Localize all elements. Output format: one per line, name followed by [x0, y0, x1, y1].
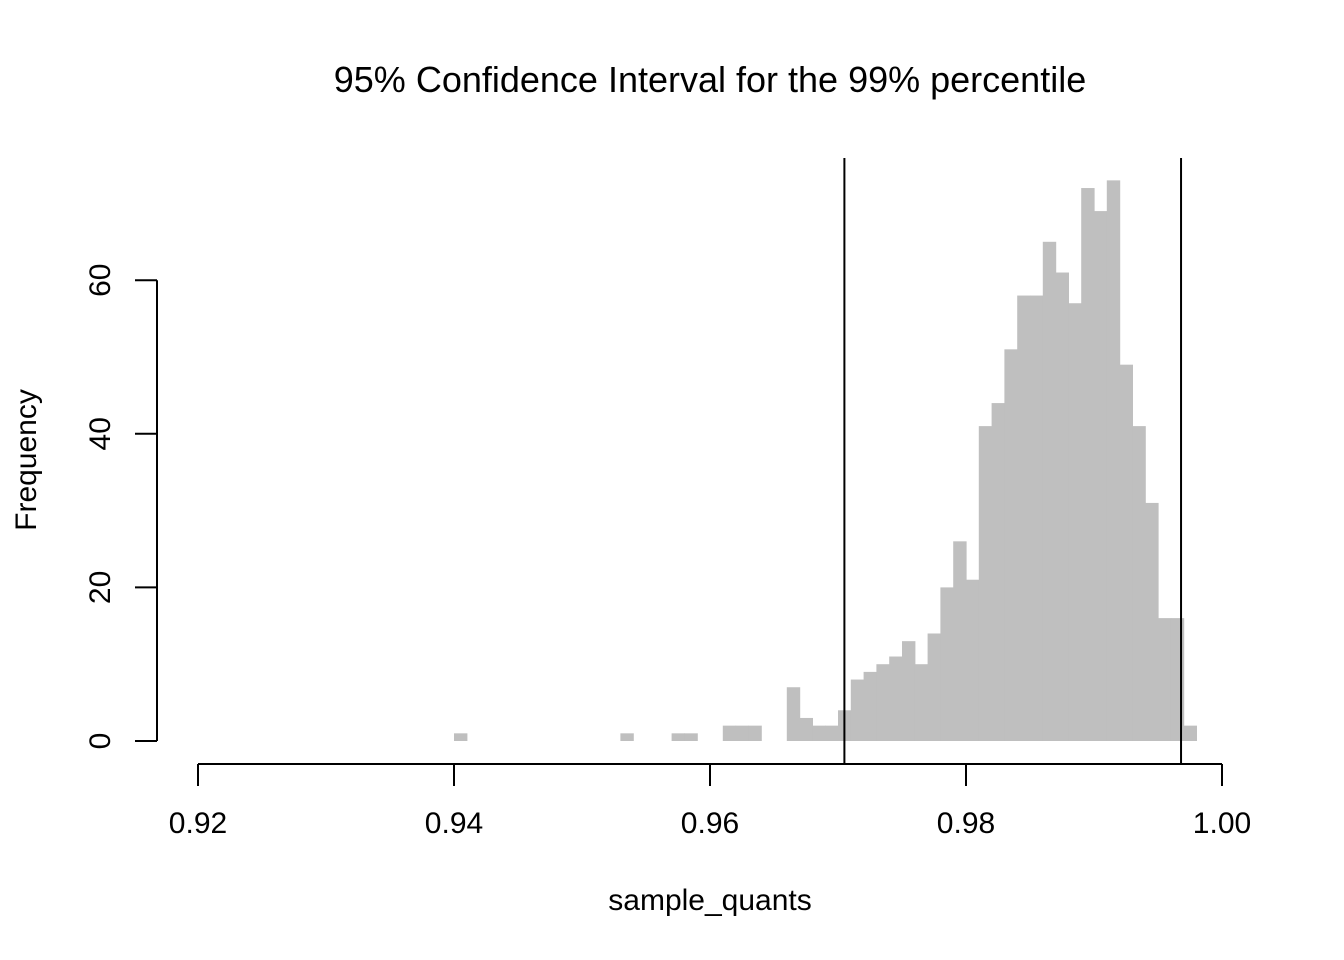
histogram-bar [1132, 426, 1146, 741]
histogram-bar [786, 687, 801, 741]
histogram-bar [1004, 349, 1018, 741]
histogram-bar [799, 717, 813, 741]
x-tick-label: 0.98 [937, 807, 995, 840]
histogram-bar [850, 679, 865, 741]
histogram-bar [1017, 295, 1031, 741]
x-tick-label: 0.92 [169, 807, 227, 840]
histogram-bar [1068, 303, 1082, 741]
y-tick-label: 0 [84, 733, 117, 750]
confidence-interval-lines [843, 158, 1183, 764]
histogram-bar [671, 733, 685, 741]
y-tick-label: 20 [84, 571, 117, 604]
x-tick-label: 0.96 [681, 807, 739, 840]
histogram-bar [1170, 618, 1185, 741]
histogram-bar [978, 426, 993, 741]
histogram-bar [684, 733, 698, 741]
histogram-bar [1055, 272, 1069, 741]
histogram-bar [889, 656, 903, 741]
y-axis-label: Frequency [10, 389, 43, 531]
histogram-bar [1030, 295, 1044, 741]
histogram-bar [876, 664, 890, 741]
x-tick-label: 0.94 [425, 807, 483, 840]
histogram-bars [454, 180, 1197, 742]
histogram-bar [748, 725, 762, 741]
histogram-bar [1106, 180, 1121, 742]
histogram-bar [914, 664, 929, 741]
histogram-bar [1119, 364, 1133, 741]
histogram-bar [1042, 241, 1057, 742]
histogram-bar [966, 579, 980, 741]
y-axis: 0 20 40 60 [84, 264, 158, 750]
histogram-bar [927, 633, 941, 741]
histogram-bar [1094, 211, 1108, 741]
histogram-bar [1145, 502, 1159, 741]
x-axis-label: sample_quants [608, 884, 811, 917]
chart-title: 95% Confidence Interval for the 99% perc… [334, 59, 1086, 100]
histogram-bar [454, 733, 468, 741]
histogram-bar [1158, 618, 1172, 741]
x-tick-label: 1.00 [1193, 807, 1251, 840]
histogram-bar [991, 403, 1005, 741]
x-axis: 0.92 0.94 0.96 0.98 1.00 [169, 763, 1251, 840]
y-tick-label: 40 [84, 417, 117, 450]
histogram-bar [825, 725, 839, 741]
y-tick-label: 60 [84, 264, 117, 297]
histogram-bar [812, 725, 826, 741]
histogram-bar [863, 671, 877, 741]
histogram-bar [620, 733, 634, 741]
histogram-bar [940, 587, 954, 741]
histogram-bar [1081, 188, 1095, 742]
histogram-bar [1183, 725, 1197, 741]
histogram-bar [722, 725, 737, 741]
histogram-bar [953, 541, 967, 741]
histogram-bar [902, 641, 916, 741]
histogram-bar [735, 725, 749, 741]
